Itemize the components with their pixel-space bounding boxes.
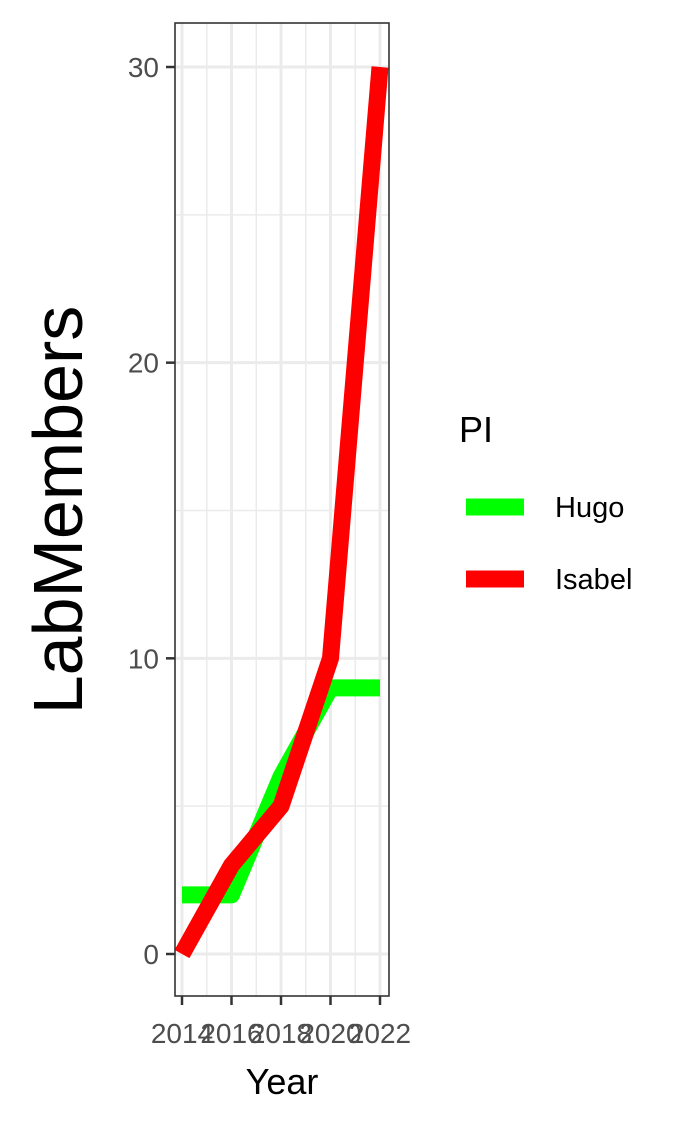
major-gridlines — [175, 23, 389, 996]
minor-gridlines — [175, 23, 389, 996]
y-tick-label: 30 — [128, 52, 159, 83]
x-tick-label: 2018 — [250, 1018, 312, 1049]
series-lines — [174, 66, 389, 959]
x-tick-label: 2020 — [299, 1018, 361, 1049]
legend-label-hugo: Hugo — [555, 492, 624, 524]
x-tick-label: 2014 — [151, 1018, 213, 1049]
series-line-isabel — [174, 66, 389, 959]
y-tick-label: 10 — [128, 643, 159, 674]
x-tick-label: 2016 — [200, 1018, 262, 1049]
legend-title: PI — [459, 409, 493, 450]
legend: PI Hugo Isabel — [459, 409, 632, 596]
y-tick-label: 20 — [128, 348, 159, 379]
y-axis-title: LabMembers — [19, 306, 97, 715]
x-axis-title: Year — [246, 1061, 319, 1102]
y-tick-label: 0 — [143, 939, 159, 970]
legend-label-isabel: Isabel — [555, 564, 632, 596]
y-axis: 0 10 20 30 — [128, 52, 175, 970]
x-tick-label: 2022 — [349, 1018, 411, 1049]
